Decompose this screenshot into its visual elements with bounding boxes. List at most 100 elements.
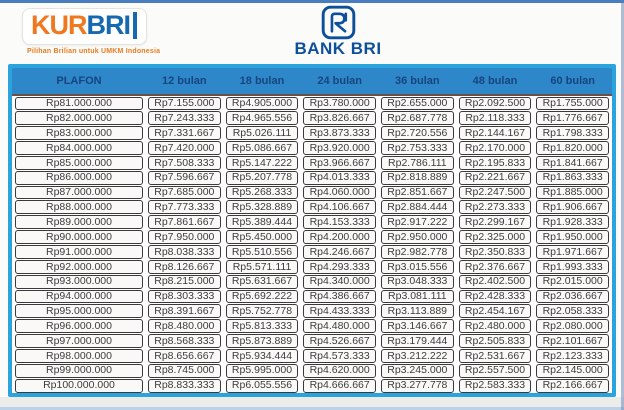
table-cell: Rp3.920.000 (303, 141, 376, 155)
table-cell: Rp97.000.000 (15, 334, 143, 348)
table-cell: Rp3.966.667 (303, 155, 376, 170)
table-cell: Rp4.153.333 (303, 215, 376, 230)
table-cell: Rp5.207.778 (225, 170, 299, 185)
table-cell: Rp2.299.167 (458, 215, 532, 230)
column-header-24-bulan: 24 bulan (317, 75, 362, 87)
table-cell: Rp6.055.556 (225, 378, 299, 393)
table-cell: Rp8.745.000 (148, 363, 221, 378)
table-cell: Rp1.863.333 (536, 170, 609, 185)
table-cell: Rp5.147.222 (225, 155, 299, 170)
table-cell: Rp5.995.000 (225, 363, 299, 378)
column-header-48-bulan: 48 bulan (472, 75, 518, 87)
table-cell: Rp5.934.444 (225, 348, 299, 363)
table-cell: Rp2.753.333 (380, 141, 454, 155)
table-row: Rp98.000.000 Rp8.656.667 Rp5.934.444 Rp4.57… (15, 348, 609, 363)
table-cell: Rp87.000.000 (15, 185, 143, 200)
table-cell: Rp8.126.667 (148, 259, 221, 274)
table-cell: Rp2.170.000 (458, 141, 532, 155)
table-cell: Rp82.000.000 (15, 111, 143, 126)
table-row: Rp99.000.000 Rp8.745.000 Rp5.995.000 Rp4.62… (15, 363, 609, 378)
table-cell: Rp100.000.000 (15, 378, 143, 393)
table-cell: Rp2.818.889 (380, 170, 454, 185)
table-cell: Rp5.813.333 (225, 319, 299, 334)
table-cell: Rp2.036.667 (536, 289, 609, 304)
table-row: Rp95.000.000 Rp8.391.667 Rp5.752.778 Rp4.43… (15, 304, 609, 319)
table-cell: Rp7.331.667 (148, 126, 221, 141)
table-cell: Rp84.000.000 (15, 141, 143, 155)
table-cell: Rp3.245.000 (380, 363, 454, 378)
table-cell: Rp4.200.000 (303, 230, 376, 244)
table-cell: Rp1.928.333 (536, 215, 609, 230)
table-cell: Rp7.596.667 (148, 170, 221, 185)
table-cell: Rp2.376.667 (458, 259, 532, 274)
table-cell: Rp4.246.667 (303, 245, 376, 259)
table-row: Rp97.000.000 Rp8.568.333 Rp5.873.889 Rp4.52… (15, 334, 609, 349)
table-cell: Rp4.905.000 (225, 96, 299, 111)
table-row: Rp90.000.000 Rp7.950.000 Rp5.450.000 Rp4.20… (15, 230, 609, 245)
table-cell: Rp2.720.556 (380, 126, 454, 141)
table-cell: Rp5.631.667 (225, 274, 299, 289)
table-cell: Rp2.655.000 (380, 96, 454, 111)
table-cell: Rp1.798.333 (536, 126, 609, 141)
table-cell: Rp5.873.889 (225, 334, 299, 348)
table-cell: Rp3.113.889 (380, 304, 454, 319)
table-cell: Rp4.013.333 (303, 170, 376, 185)
table-cell: Rp8.568.333 (148, 334, 221, 348)
table-cell: Rp1.971.667 (536, 245, 609, 259)
column-header-60-bulan: 60 bulan (550, 75, 595, 87)
table-cell: Rp5.268.333 (225, 185, 299, 200)
table-cell: Rp4.293.333 (303, 259, 376, 274)
table-cell: Rp2.101.667 (536, 334, 609, 348)
table-row: Rp93.000.000 Rp8.215.000 Rp5.631.667 Rp4.34… (15, 274, 609, 289)
table-cell: Rp5.026.111 (225, 126, 299, 141)
table-cell: Rp5.752.778 (225, 304, 299, 319)
table-cell: Rp4.573.333 (303, 348, 376, 363)
table-cell: Rp93.000.000 (15, 274, 143, 289)
table-cell: Rp2.195.833 (458, 155, 532, 170)
table-cell: Rp81.000.000 (15, 96, 143, 111)
table-cell: Rp3.212.222 (380, 348, 454, 363)
table-cell: Rp8.833.333 (148, 378, 221, 393)
table-cell: Rp2.480.000 (458, 319, 532, 334)
kur-logo-text-bri: BRI (86, 10, 131, 40)
table-header-row: PLAFON 12 bulan 18 bulan 24 bulan 36 bulan 48… (12, 68, 612, 96)
table-row: Rp89.000.000 Rp7.861.667 Rp5.389.444 Rp4.15… (15, 215, 609, 230)
table-cell: Rp88.000.000 (15, 200, 143, 215)
table-row: Rp88.000.000 Rp7.773.333 Rp5.328.889 Rp4.10… (15, 200, 609, 215)
table-cell: Rp1.841.667 (536, 155, 609, 170)
table-cell: Rp83.000.000 (15, 126, 143, 141)
table-cell: Rp2.144.167 (458, 126, 532, 141)
table-cell: Rp2.166.667 (536, 378, 609, 393)
table-cell: Rp8.391.667 (148, 304, 221, 319)
table-cell: Rp4.060.000 (303, 185, 376, 200)
table-cell: Rp4.480.000 (303, 319, 376, 334)
column-header-plafon: PLAFON (56, 75, 102, 87)
table-cell: Rp3.146.667 (380, 319, 454, 334)
table-cell: Rp2.015.000 (536, 274, 609, 289)
table-cell: Rp1.755.000 (536, 96, 609, 111)
table-row: Rp100.000.000 Rp8.833.333 Rp6.055.556 Rp4.6… (15, 378, 609, 393)
table-cell: Rp4.620.000 (303, 363, 376, 378)
table-cell: Rp3.015.556 (380, 259, 454, 274)
table-cell: Rp1.993.333 (536, 259, 609, 274)
table-row: Rp87.000.000 Rp7.685.000 Rp5.268.333 Rp4.06… (15, 185, 609, 200)
table-cell: Rp2.273.333 (458, 200, 532, 215)
bank-bri-logo: BANK BRI (279, 5, 397, 59)
table-cell: Rp2.402.500 (458, 274, 532, 289)
table-cell: Rp7.243.333 (148, 111, 221, 126)
bank-bri-logo-text: BANK BRI (294, 39, 382, 58)
table-cell: Rp2.557.500 (458, 363, 532, 378)
column-header-36-bulan: 36 bulan (395, 75, 440, 87)
table-cell: Rp1.906.667 (536, 200, 609, 215)
table-cell: Rp8.215.000 (148, 274, 221, 289)
column-header-12-bulan: 12 bulan (162, 75, 207, 87)
table-cell: Rp2.092.500 (458, 96, 532, 111)
table-cell: Rp4.433.333 (303, 304, 376, 319)
table-cell: Rp2.851.667 (380, 185, 454, 200)
table-row: Rp91.000.000 Rp8.038.333 Rp5.510.556 Rp4.24… (15, 245, 609, 260)
table-cell: Rp1.776.667 (536, 111, 609, 126)
table-cell: Rp2.505.833 (458, 334, 532, 348)
table-cell: Rp3.277.778 (380, 378, 454, 393)
table-cell: Rp7.861.667 (148, 215, 221, 230)
kur-bri-logo: KUR BRI Pilihan Brilian untuk UMKM Indone… (22, 8, 160, 55)
